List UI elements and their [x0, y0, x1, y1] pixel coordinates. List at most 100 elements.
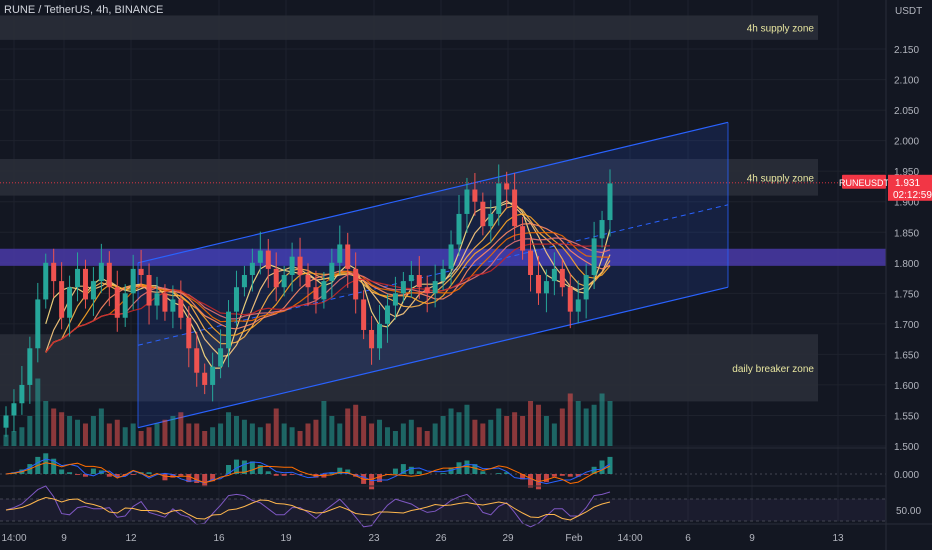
macd-bar-35 [281, 474, 287, 476]
time-tick-2: 12 [125, 533, 137, 544]
price-tick-10: 1.650 [894, 350, 919, 361]
macd-bar-62 [496, 473, 502, 474]
macd-bar-68 [543, 474, 549, 483]
volume-bar-27 [218, 423, 224, 446]
candle-body-39 [313, 287, 319, 300]
volume-bar-2 [19, 427, 25, 446]
candle-body-36 [289, 256, 295, 276]
macd-bar-73 [583, 474, 589, 475]
macd-bar-28 [226, 465, 232, 474]
candle-body-30 [241, 275, 247, 288]
candle-body-29 [233, 287, 239, 312]
time-tick-8: Feb [565, 533, 583, 544]
macd-bar-22 [178, 474, 184, 476]
candle-body-65 [520, 226, 526, 251]
rsi-ma-line [5, 496, 611, 521]
macd-bar-69 [551, 474, 557, 477]
channel-fill [138, 122, 728, 428]
volume-bar-22 [178, 412, 184, 446]
zone-label-0: 4h supply zone [747, 24, 815, 35]
volume-bar-60 [480, 423, 486, 446]
time-axis: 14:00 9 12 16 19 23 26 29 Feb 14:00 6 9 13 [0, 523, 932, 544]
macd-bar-26 [210, 474, 216, 482]
volume-bar-68 [543, 416, 549, 446]
candle-body-72 [575, 299, 581, 312]
macd-bar-20 [162, 474, 168, 481]
candle-body-59 [472, 189, 478, 202]
macd-bar-23 [186, 474, 192, 483]
macd-bar-71 [567, 474, 573, 477]
volume-bar-67 [535, 404, 541, 446]
symbol-header: RUNE / TetherUS, 4h, BINANCE [4, 4, 164, 16]
macd-bar-37 [297, 474, 303, 475]
volume-bar-54 [432, 423, 438, 446]
volume-bar-4 [35, 378, 41, 446]
volume-bar-38 [305, 423, 311, 446]
volume-bar-25 [202, 431, 208, 446]
candle-body-40 [321, 281, 327, 300]
candle-body-74 [591, 238, 597, 276]
volume-bar-29 [233, 416, 239, 446]
macd-bar-10 [82, 474, 88, 477]
volume-bar-32 [257, 427, 263, 446]
macd-bar-9 [75, 474, 81, 475]
candle-body-2 [19, 384, 25, 404]
volume-bar-51 [408, 419, 414, 446]
time-tick-11: 9 [749, 533, 755, 544]
current-price-bg [888, 174, 932, 201]
volume-bar-48 [384, 427, 390, 446]
rsi-pane [0, 485, 886, 528]
candle-body-11 [90, 281, 96, 300]
candle-body-75 [599, 220, 605, 239]
candle-body-51 [408, 275, 414, 282]
macd-bar-14 [114, 474, 120, 477]
volume-bar-17 [138, 431, 144, 446]
macd-bar-21 [170, 474, 176, 478]
candle-body-45 [361, 299, 367, 330]
price-tick-13: 1.500 [894, 442, 919, 453]
volume-bar-52 [416, 427, 422, 446]
macd-bar-59 [472, 464, 478, 474]
volume-bar-3 [27, 416, 33, 446]
candle-body-71 [567, 287, 573, 312]
volume-bar-13 [106, 423, 112, 446]
candle-body-47 [377, 323, 383, 349]
channel-upper-line [137, 121, 729, 264]
macd-signal-line [5, 462, 611, 484]
macd-bar-31 [249, 461, 255, 474]
volume-bar-24 [194, 423, 200, 446]
macd-bar-72 [575, 474, 581, 477]
candle-body-70 [559, 268, 565, 288]
zone-rect-1 [0, 158, 818, 196]
volume-bar-46 [369, 423, 375, 446]
candle-body-57 [456, 213, 462, 245]
candle-body-67 [535, 275, 541, 294]
volume-bar-35 [281, 423, 287, 446]
candle-body-18 [146, 275, 152, 306]
volume-bar-66 [528, 401, 534, 446]
candle-body-44 [353, 268, 359, 300]
macd-bar-13 [106, 474, 112, 477]
volume-bar-44 [353, 404, 359, 446]
candle-body-48 [384, 305, 390, 324]
macd-bar-70 [559, 474, 565, 476]
time-tick-10: 6 [685, 533, 691, 544]
macd-bar-49 [392, 468, 398, 474]
candle-body-53 [424, 287, 430, 294]
candle-body-27 [218, 348, 224, 367]
candle-body-23 [186, 317, 192, 349]
volume-bar-30 [241, 419, 247, 446]
volume-bar-37 [297, 431, 303, 446]
volume-bar-9 [75, 419, 81, 446]
macd-bar-29 [233, 459, 239, 474]
candle-body-56 [448, 244, 454, 269]
macd-bar-5 [43, 453, 49, 474]
symbol-tag-bg [842, 174, 886, 189]
volume-bar-10 [82, 423, 88, 446]
time-tick-0: 14:00 [1, 533, 26, 544]
volume-bar-41 [329, 416, 335, 446]
zones-layer: 4h supply zone 4h supply zone daily breake… [0, 15, 886, 402]
macd-bar-65 [520, 474, 526, 480]
